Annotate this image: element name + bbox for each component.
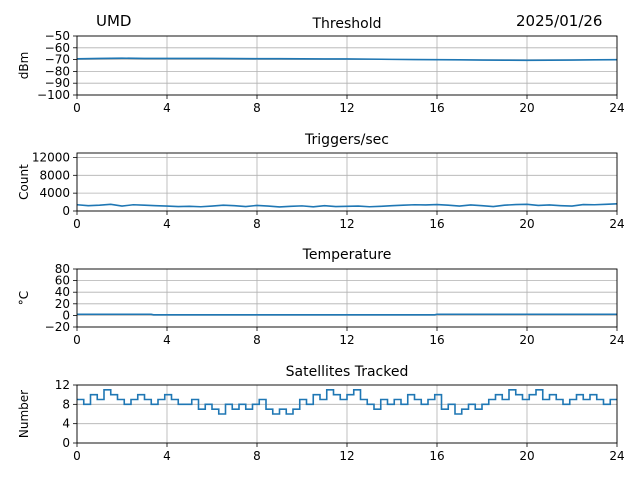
satellites-xtick-label: 8 (253, 449, 261, 463)
temperature-ytick-label: 40 (55, 285, 70, 299)
temperature-ytick-label: 60 (55, 274, 70, 288)
temperature-xtick-label: 12 (339, 333, 354, 347)
threshold-xtick-label: 0 (73, 101, 81, 115)
satellites-chart: 0 4 8 12 16 20 24 0 4 8 12 Satellites Tracked Number (17, 364, 625, 463)
threshold-series-line (76, 57, 618, 62)
temperature-series-line (77, 313, 617, 316)
threshold-ylabel: dBm (17, 52, 31, 80)
threshold-xtick-label: 24 (609, 101, 624, 115)
threshold-ytick-label: −70 (45, 53, 70, 67)
triggers-ytick-label: 0 (62, 204, 70, 218)
triggers-xtick-label: 8 (253, 217, 261, 231)
temperature-ytick-label: 80 (55, 262, 70, 276)
temperature-xtick-label: 24 (609, 333, 624, 347)
satellites-ytick-label: 12 (55, 378, 70, 392)
satellites-xtick-label: 4 (163, 449, 171, 463)
date-label: 2025/01/26 (516, 12, 603, 30)
satellites-ylabel: Number (17, 390, 31, 438)
triggers-chart: 0 4 8 12 16 20 24 0 4000 8000 12000 Triggers/sec Cou… (17, 132, 625, 231)
triggers-xtick-label: 24 (609, 217, 624, 231)
threshold-ytick-label: −100 (37, 88, 70, 102)
satellites-ytick-label: 0 (62, 436, 70, 450)
threshold-chart: 0 4 8 12 16 20 24 −100−90−80−70−60−50 Threshold d… (17, 16, 625, 115)
satellites-xtick-label: 20 (519, 449, 534, 463)
threshold-xtick-label: 12 (339, 101, 354, 115)
satellites-title: Satellites Tracked (286, 364, 409, 380)
temperature-ytick-label: 20 (55, 297, 70, 311)
satellites-ytick-label: 4 (62, 417, 70, 431)
temperature-ytick-label: −20 (45, 320, 70, 334)
threshold-ytick-label: −90 (45, 76, 70, 90)
satellites-xtick-label: 0 (73, 449, 81, 463)
triggers-xtick-label: 20 (519, 217, 534, 231)
satellites-series-line (77, 389, 617, 415)
temperature-title: Temperature (302, 247, 392, 263)
temperature-ylabel: °C (17, 291, 31, 305)
threshold-title: Threshold (312, 16, 382, 32)
temperature-xtick-label: 16 (429, 333, 444, 347)
triggers-ylabel: Count (17, 164, 31, 200)
temperature-xtick-label: 4 (163, 333, 171, 347)
threshold-xtick-label: 16 (429, 101, 444, 115)
triggers-xtick-label: 16 (429, 217, 444, 231)
threshold-ytick-label: −60 (45, 41, 70, 55)
triggers-xtick-label: 12 (339, 217, 354, 231)
satellites-xtick-label: 24 (609, 449, 624, 463)
triggers-ytick-label: 12000 (32, 150, 70, 164)
temperature-ytick-label: 0 (62, 308, 70, 322)
triggers-ytick-label: 4000 (39, 186, 70, 200)
triggers-title: Triggers/sec (304, 132, 389, 148)
triggers-xtick-label: 0 (73, 217, 81, 231)
triggers-ytick-label: 8000 (39, 168, 70, 182)
satellites-xtick-label: 16 (429, 449, 444, 463)
temperature-xtick-label: 0 (73, 333, 81, 347)
temperature-xtick-label: 8 (253, 333, 261, 347)
site-label: UMD (96, 12, 132, 30)
satellites-xtick-label: 12 (339, 449, 354, 463)
threshold-ytick-label: −80 (45, 64, 70, 78)
triggers-xtick-label: 4 (163, 217, 171, 231)
threshold-xtick-label: 20 (519, 101, 534, 115)
triggers-series-line (76, 203, 618, 208)
threshold-xtick-label: 4 (163, 101, 171, 115)
temperature-xtick-label: 20 (519, 333, 534, 347)
threshold-ytick-label: −50 (45, 29, 70, 43)
threshold-xtick-label: 8 (253, 101, 261, 115)
satellites-ytick-label: 8 (62, 397, 70, 411)
